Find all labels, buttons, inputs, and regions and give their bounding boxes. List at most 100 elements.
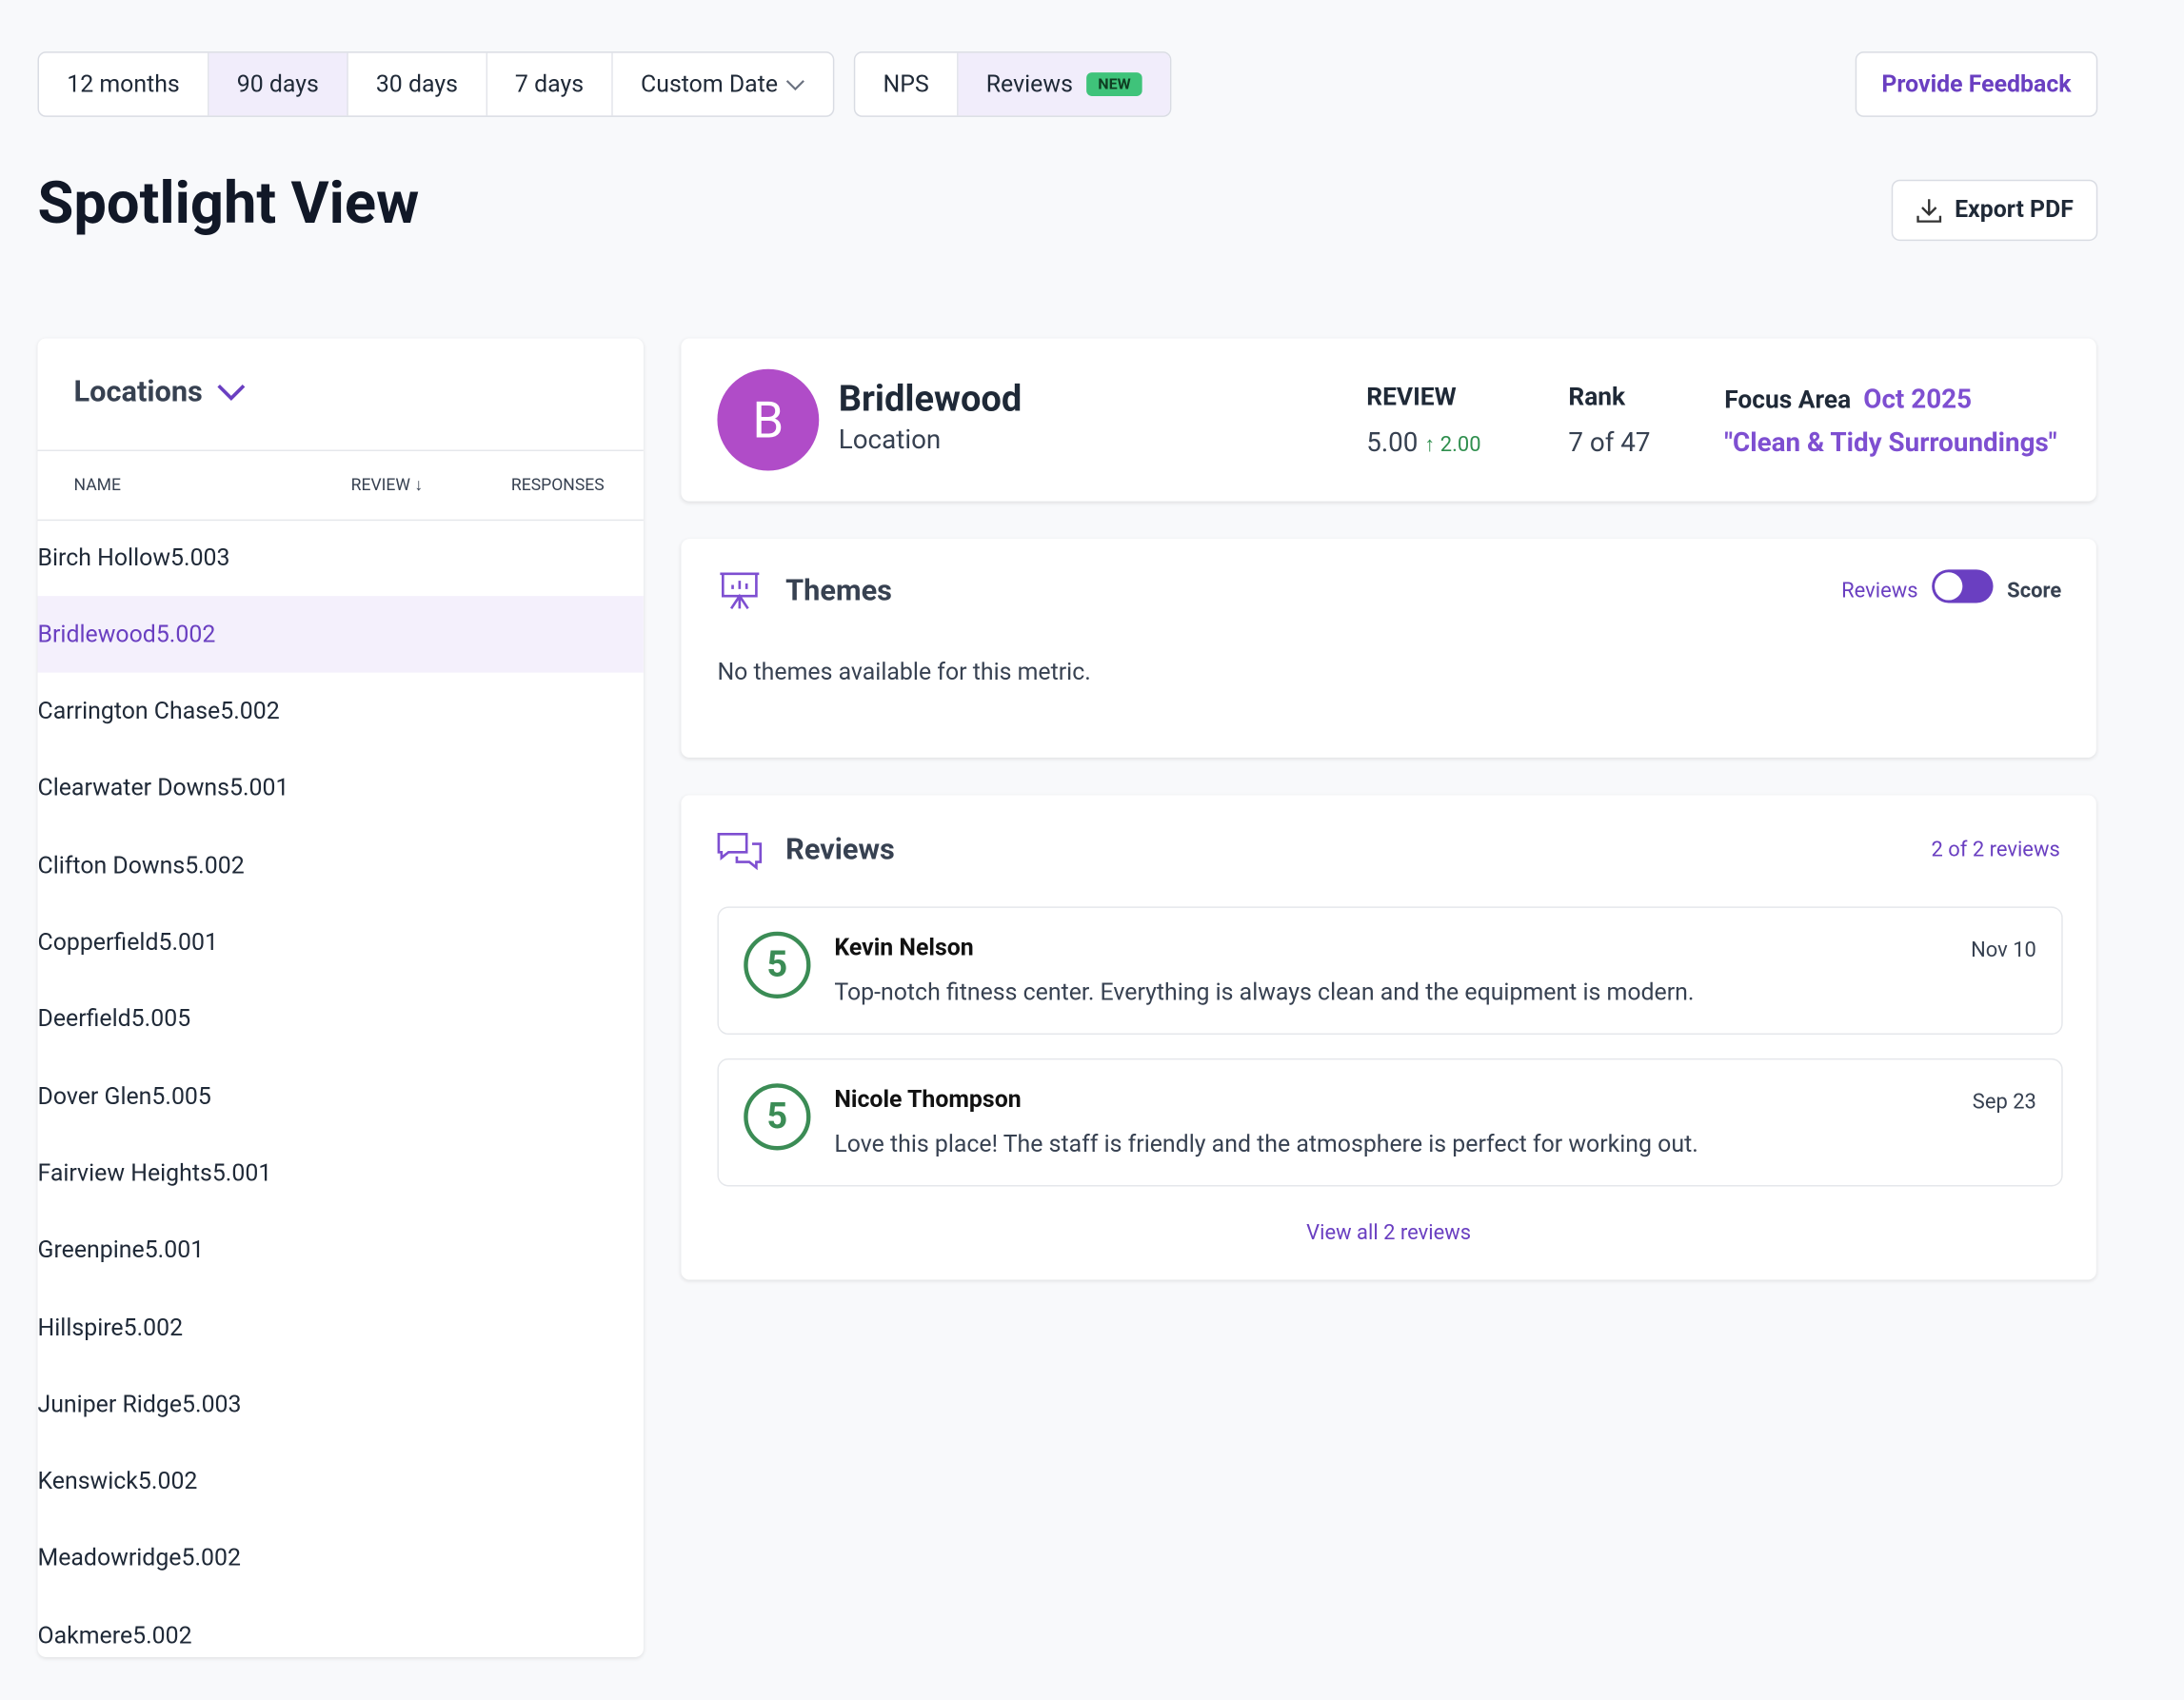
label: Focus Area [1724,385,1852,415]
table-row[interactable]: Meadowridge 5.00 2 [38,1520,644,1596]
table-row[interactable]: Carrington Chase 5.00 2 [38,673,644,749]
column-header[interactable]: RESPONSES [510,474,605,495]
label: Export PDF [1955,196,2074,225]
location-name: Deerfield [37,1005,131,1034]
empty-message: No themes available for this metric. [717,658,1091,687]
location-name: Hillspire [37,1314,124,1342]
view-all-link[interactable]: View all 2 reviews [1306,1219,1472,1245]
location-name: Meadowridge [37,1545,182,1573]
view[interactable]: Reviews NEW [958,52,1170,116]
review-date: Sep 23 [1972,1089,2036,1115]
table-row[interactable]: Birch Hollow 5.00 3 [38,520,644,596]
table-row[interactable]: Deerfield 5.00 5 [38,981,644,1058]
review-item: 5 Nicole Thompson Sep 23 Love this place! T… [717,1058,2063,1187]
table-row[interactable]: Greenpine 5.00 1 [38,1213,644,1289]
review-score: 5.00 [137,1468,185,1496]
response-count: 2 [266,698,280,726]
label: Reviews [985,69,1073,99]
themes-title: Themes [785,575,892,609]
table-row[interactable]: Bridlewood 5.00 2 [37,596,644,674]
table-head [37,449,644,522]
review-score: 5.00 [123,1314,170,1342]
column-header[interactable]: NAME [73,474,121,495]
review-score: 5.00 [155,621,203,649]
review-score: 5.00 [130,1005,178,1034]
locations-dropdown[interactable]: Locations [74,376,248,409]
response-count: 3 [228,1391,242,1419]
response-count: 1 [275,774,289,803]
review-author: Kevin Nelson [834,934,974,962]
filter[interactable]: 90 days [208,52,348,116]
review-text: Top-notch fitness center. Everything is … [834,978,1695,1007]
rank-label: Rank [1568,383,1626,413]
location-name: Fairview Heights [37,1159,212,1188]
reviews-card: Reviews 2 of 2 reviews View all 2 review… [681,795,2096,1280]
review-score: 5.00 [211,1159,259,1188]
label: Custom Date [641,69,779,99]
value: 5.00 [1366,425,1419,459]
review-value: 5.00 ↑ 2.00 [1366,426,1480,459]
response-count: 1 [204,928,218,958]
location-name: Clifton Downs [37,851,186,880]
location-name: Greenpine [37,1236,145,1265]
summary-card: B Bridlewood Location REVIEW 5.00 ↑ 2.00… [681,338,2096,502]
table-row[interactable]: Dover Glen 5.00 5 [38,1058,644,1135]
response-count: 2 [202,621,216,649]
table-row[interactable]: Kenswick 5.00 2 [38,1444,644,1520]
location-name: Bridlewood [37,621,156,649]
table-row[interactable]: Clifton Downs 5.00 2 [38,827,644,903]
table-row[interactable]: Oakmere 5.00 2 [38,1597,644,1657]
response-count: 2 [184,1468,198,1496]
export-button[interactable]: Export PDF [1891,179,2098,242]
review-score: 5.00 [185,851,231,880]
review-score: 5.00 [220,698,267,726]
review-score: 5.00 [132,1621,179,1651]
avatar: B [717,368,820,471]
filter[interactable]: 7 days [487,52,613,116]
table-row[interactable]: Copperfield 5.00 1 [38,904,644,980]
chevron [218,384,247,402]
review-score: 5.00 [151,1082,198,1111]
review-text: Love this place! The staff is friendly a… [834,1130,1698,1159]
chevron [786,79,805,90]
filter[interactable]: Custom Date [613,53,834,116]
response-count: 1 [190,1236,205,1265]
reviews-title: Reviews [785,834,895,868]
view[interactable]: NPS [855,52,959,116]
location-subtitle: Location [838,423,942,456]
value: 2.00 [1439,431,1481,457]
response-count: 1 [258,1159,272,1188]
location-name: Kenswick [37,1468,138,1496]
filter[interactable]: 12 months [39,52,209,116]
location-name: Oakmere [37,1621,133,1651]
locations-card: Locations NAME REVIEW ↓ RESPONSES Birch … [37,338,644,1657]
reviews-icon [717,833,763,871]
badge: NEW [1086,72,1142,96]
location-name: Carrington Chase [37,698,221,726]
location-name: Copperfield [37,928,159,958]
feedback-button[interactable]: Provide Feedback [1855,51,2098,117]
location-name: Juniper Ridge [37,1391,183,1419]
change: ↑ 2.00 [1424,431,1481,457]
response-count: 2 [230,851,245,880]
location-name: Clearwater Downs [37,774,230,803]
filter[interactable]: 30 days [348,52,487,116]
review-score: 5.00 [170,544,217,572]
table-row[interactable]: Juniper Ridge 5.00 3 [38,1367,644,1443]
themes-icon [720,572,760,610]
toggle[interactable] [1932,569,1994,603]
table-row[interactable]: Hillspire 5.00 2 [38,1290,644,1366]
review-score: 5.00 [144,1236,191,1265]
response-count: 5 [197,1082,211,1111]
review-score: 5.00 [181,1545,228,1573]
response-count: 3 [216,544,230,572]
table-row[interactable]: Clearwater Downs 5.00 1 [38,750,644,826]
table-row[interactable]: Fairview Heights 5.00 1 [38,1136,644,1212]
view-filter: NPS Reviews NEW [853,51,1172,117]
label: REVIEW [350,474,410,495]
review-label: REVIEW [1366,383,1457,413]
column-header[interactable]: REVIEW ↓ [350,474,424,495]
review-date: Nov 10 [1971,937,2036,962]
